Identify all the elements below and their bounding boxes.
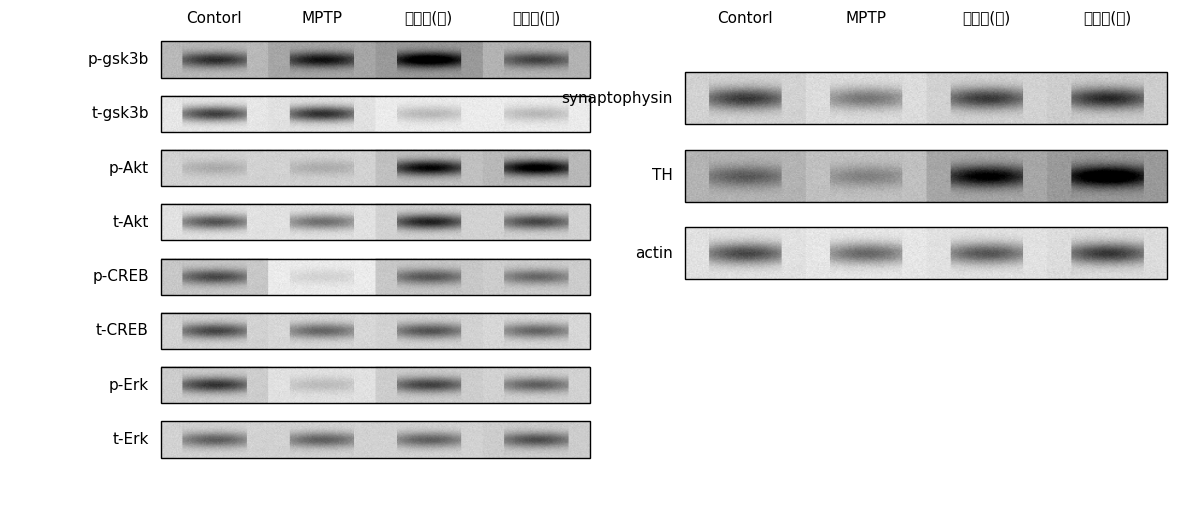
Text: synaptophysin: synaptophysin <box>561 90 673 106</box>
Text: p-gsk3b: p-gsk3b <box>87 52 149 67</box>
Text: actin: actin <box>635 246 673 261</box>
Text: p-Erk: p-Erk <box>108 377 149 393</box>
Text: 쫙간탕(저): 쫙간탕(저) <box>405 10 453 26</box>
Bar <box>161 421 590 458</box>
Text: MPTP: MPTP <box>846 10 886 26</box>
Bar <box>161 96 590 132</box>
Text: t-CREB: t-CREB <box>96 323 149 339</box>
Text: t-Akt: t-Akt <box>112 215 149 230</box>
Bar <box>685 227 1167 279</box>
Text: p-Akt: p-Akt <box>108 160 149 176</box>
Text: Contorl: Contorl <box>187 10 242 26</box>
Bar <box>161 313 590 349</box>
Text: 쫙간탕(저): 쫙간탕(저) <box>962 10 1010 26</box>
Text: 쫙간탕(고): 쫙간탕(고) <box>1083 10 1131 26</box>
Bar <box>161 367 590 403</box>
Bar <box>161 150 590 186</box>
Bar <box>161 204 590 240</box>
Text: t-Erk: t-Erk <box>112 432 149 447</box>
Text: t-gsk3b: t-gsk3b <box>92 106 149 121</box>
Text: 쫙간탕(고): 쫙간탕(고) <box>512 10 560 26</box>
Text: p-CREB: p-CREB <box>92 269 149 284</box>
Text: MPTP: MPTP <box>301 10 342 26</box>
Text: Contorl: Contorl <box>717 10 773 26</box>
Bar <box>685 150 1167 202</box>
Bar <box>685 72 1167 124</box>
Text: TH: TH <box>651 168 673 184</box>
Bar <box>161 258 590 295</box>
Bar <box>161 41 590 78</box>
